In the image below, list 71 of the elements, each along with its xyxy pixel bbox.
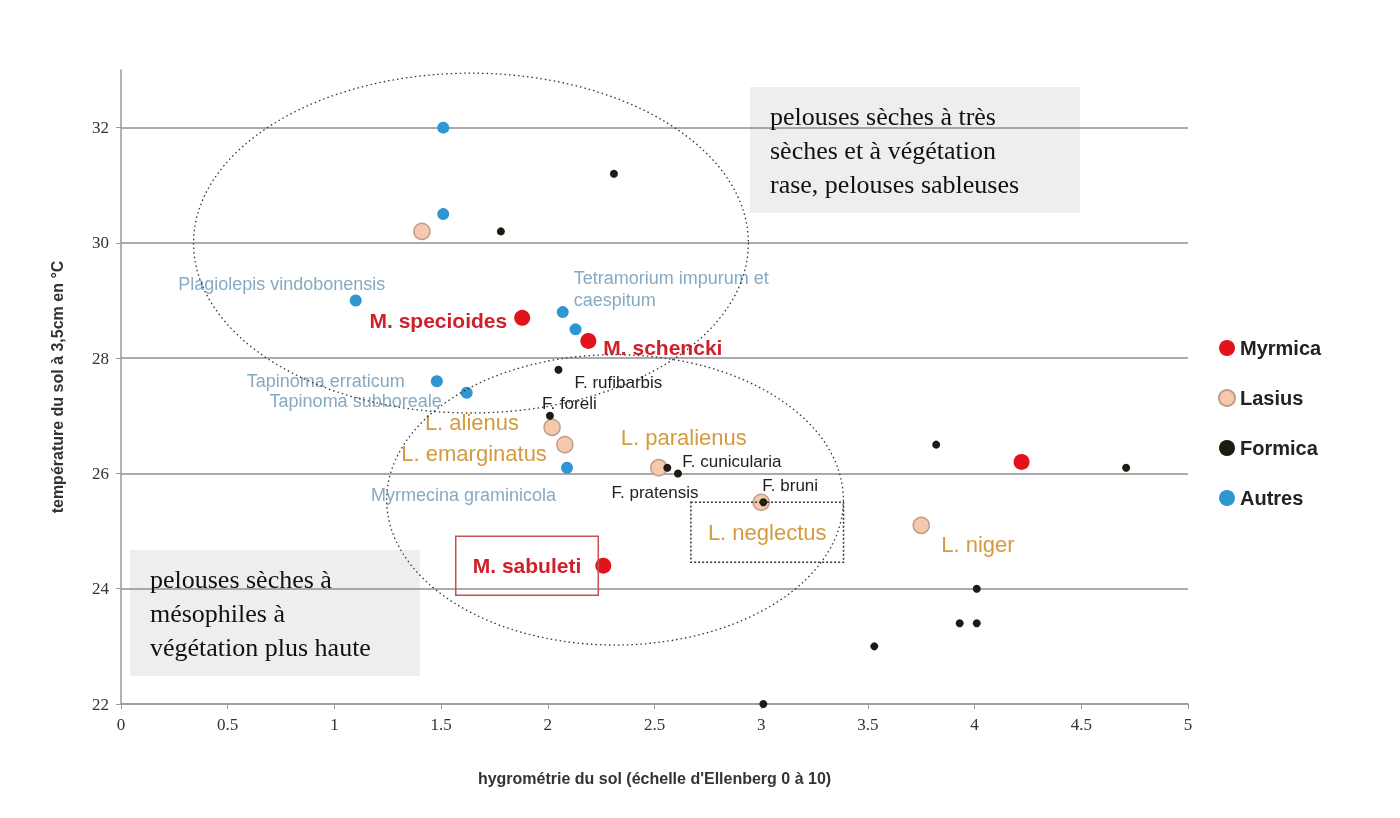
- x-tick-label: 3: [756, 715, 766, 734]
- annotation: M. schencki: [603, 336, 723, 360]
- y-tick-label: 22: [92, 694, 109, 714]
- annotation: Tetramorium impurum et caespitum: [573, 268, 769, 311]
- annotation: L. paralienus: [620, 425, 747, 451]
- point: [955, 619, 964, 628]
- annotation: pelouses sèches à mésophiles à végétation plus haute: [149, 565, 371, 663]
- x-tick-label: 2.5: [643, 715, 666, 734]
- point: [912, 516, 930, 535]
- legend-label: Lasius: [1240, 387, 1304, 409]
- point: [580, 332, 597, 349]
- y-tick-label: 30: [92, 233, 109, 253]
- x-tick-label: 1: [330, 715, 339, 734]
- point: [556, 306, 569, 319]
- annotation: L. neglectus: [707, 519, 827, 545]
- point: [460, 386, 473, 399]
- point: [609, 169, 618, 178]
- x-tick-label: 1.5: [430, 715, 452, 734]
- annotation: F. pratensis: [611, 482, 699, 502]
- point: [554, 365, 563, 374]
- point: [561, 461, 574, 474]
- annotation: F. cunicularia: [682, 452, 783, 472]
- point: [437, 208, 450, 221]
- point: [932, 440, 941, 449]
- x-tick-label: 4.5: [1070, 715, 1092, 734]
- annotation: M. specioides: [369, 309, 508, 333]
- x-tick-label: 0.5: [217, 715, 239, 734]
- annotation: L. niger: [941, 531, 1015, 557]
- point: [349, 294, 362, 307]
- annotation: L. emarginatus: [401, 441, 547, 467]
- point: [1122, 463, 1131, 472]
- point: [545, 411, 554, 420]
- x-tick-label: 0: [116, 715, 126, 734]
- y-tick-label: 26: [92, 463, 109, 483]
- x-tick-label: 5: [1183, 715, 1193, 734]
- annotation: M. sabuleti: [472, 554, 582, 578]
- y-tick-label: 28: [92, 348, 109, 368]
- point: [569, 323, 582, 336]
- point: [496, 227, 505, 236]
- point: [972, 584, 981, 593]
- annotation: L. alienus: [424, 409, 520, 435]
- annotation: pelouses sèches à très sèches et à végétation rase, pelouses sableuses: [770, 102, 1020, 200]
- point: [413, 222, 431, 241]
- annotation: F. bruni: [762, 475, 819, 495]
- point: [663, 463, 672, 472]
- x-tick-label: 2: [543, 715, 553, 734]
- y-tick-label: 32: [92, 118, 109, 138]
- point: [437, 121, 450, 134]
- x-tick-label: 4: [970, 715, 980, 734]
- point: [1013, 453, 1030, 470]
- annotation: Myrmecina graminicola: [370, 484, 557, 505]
- point: [556, 435, 574, 454]
- point: [870, 642, 879, 651]
- legend-label: Autres: [1240, 487, 1304, 509]
- point: [673, 469, 682, 478]
- annotation: F. rufibarbis: [574, 373, 663, 393]
- legend-label: Myrmica: [1240, 337, 1323, 359]
- point: [514, 309, 531, 326]
- point: [759, 700, 768, 708]
- annotation: Plagiolepis vindobonensis: [178, 273, 386, 294]
- point: [650, 458, 668, 477]
- point: [595, 557, 612, 574]
- point: [430, 375, 443, 388]
- y-axis-title: température du sol à 3,5cm en °C: [48, 260, 66, 514]
- annotation: F. foreli: [541, 394, 597, 414]
- x-axis-title: hygrométrie du sol (échelle d'Ellenberg 0 à 10): [477, 769, 832, 787]
- point: [972, 619, 981, 628]
- x-tick-label: 3.5: [857, 715, 879, 734]
- legend-label: Formica: [1240, 437, 1319, 459]
- point: [543, 418, 561, 437]
- y-tick-label: 24: [92, 579, 110, 599]
